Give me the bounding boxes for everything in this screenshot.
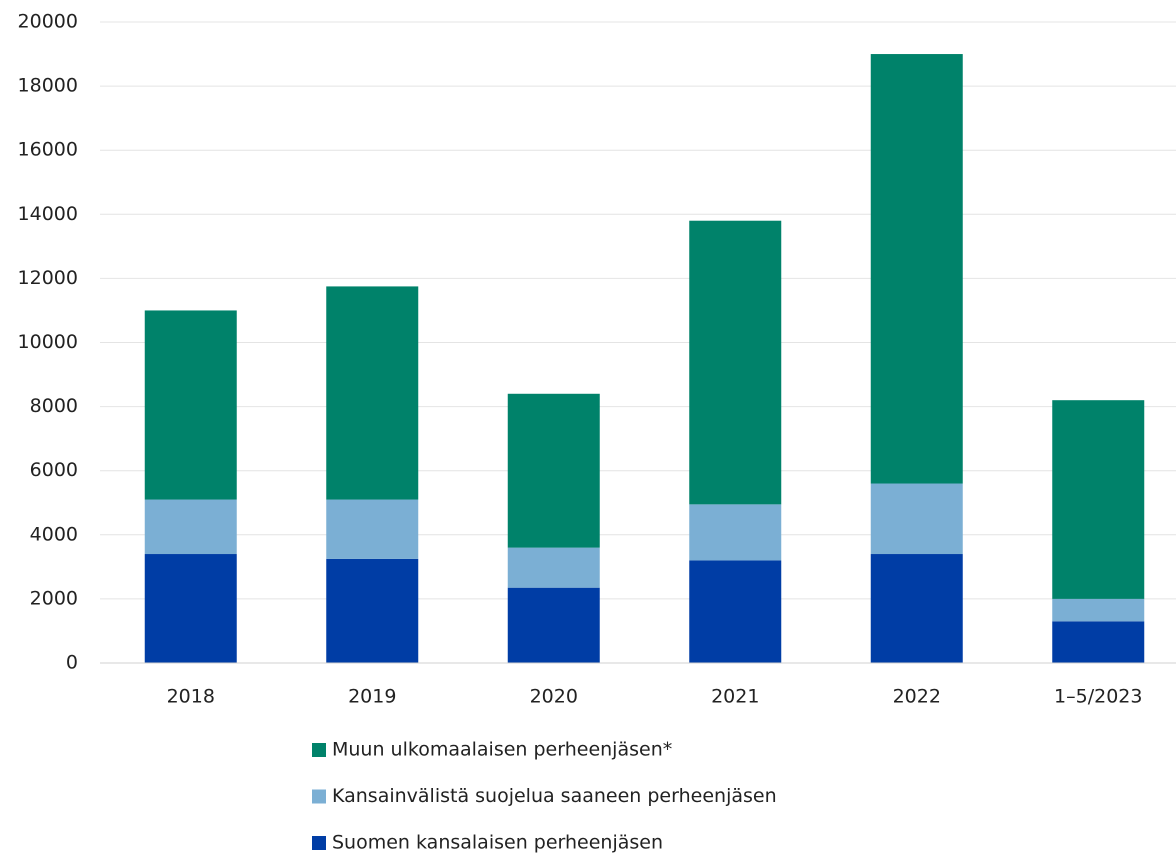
y-tick-label: 2000	[30, 587, 78, 609]
y-tick-label: 12000	[18, 267, 78, 289]
bar-segment	[144, 310, 237, 500]
bar-segment	[144, 554, 237, 663]
bar-segment	[326, 499, 419, 559]
x-tick-label: 2022	[893, 686, 941, 708]
bar-segment	[689, 560, 782, 663]
bar-segment	[507, 547, 600, 588]
bar-segment	[689, 504, 782, 561]
bar-segment	[507, 587, 600, 663]
bar-segment	[1052, 621, 1145, 663]
legend-label: Kansainvälistä suojelua saaneen perheenj…	[332, 785, 777, 807]
bar-segment	[1052, 598, 1145, 622]
y-tick-label: 10000	[18, 331, 78, 353]
bar-segment	[326, 286, 419, 500]
legend-label: Suomen kansalaisen perheenjäsen	[332, 832, 663, 854]
bar-segment	[870, 54, 963, 484]
y-tick-label: 16000	[18, 139, 78, 161]
x-tick-label: 2019	[348, 686, 396, 708]
legend-swatch	[312, 836, 326, 850]
y-tick-label: 6000	[30, 459, 78, 481]
legend-label: Muun ulkomaalaisen perheenjäsen*	[332, 739, 672, 761]
bar-segment	[870, 483, 963, 555]
bar-segment	[326, 558, 419, 663]
y-tick-label: 14000	[18, 203, 78, 225]
bar-segment	[689, 220, 782, 505]
x-tick-label: 2021	[711, 686, 759, 708]
y-tick-label: 0	[66, 652, 78, 674]
y-tick-label: 8000	[30, 395, 78, 417]
legend-swatch	[312, 789, 326, 804]
x-tick-label: 1–5/2023	[1054, 686, 1142, 708]
bar-segment	[144, 499, 237, 555]
legend-swatch	[312, 743, 326, 757]
y-tick-label: 4000	[30, 523, 78, 545]
y-tick-label: 20000	[18, 11, 78, 33]
bar-segment	[1052, 400, 1145, 599]
bar-segment	[507, 393, 600, 548]
y-tick-label: 18000	[18, 75, 78, 97]
x-tick-label: 2020	[530, 686, 578, 708]
bar-segment	[870, 554, 963, 663]
x-tick-label: 2018	[167, 686, 215, 708]
